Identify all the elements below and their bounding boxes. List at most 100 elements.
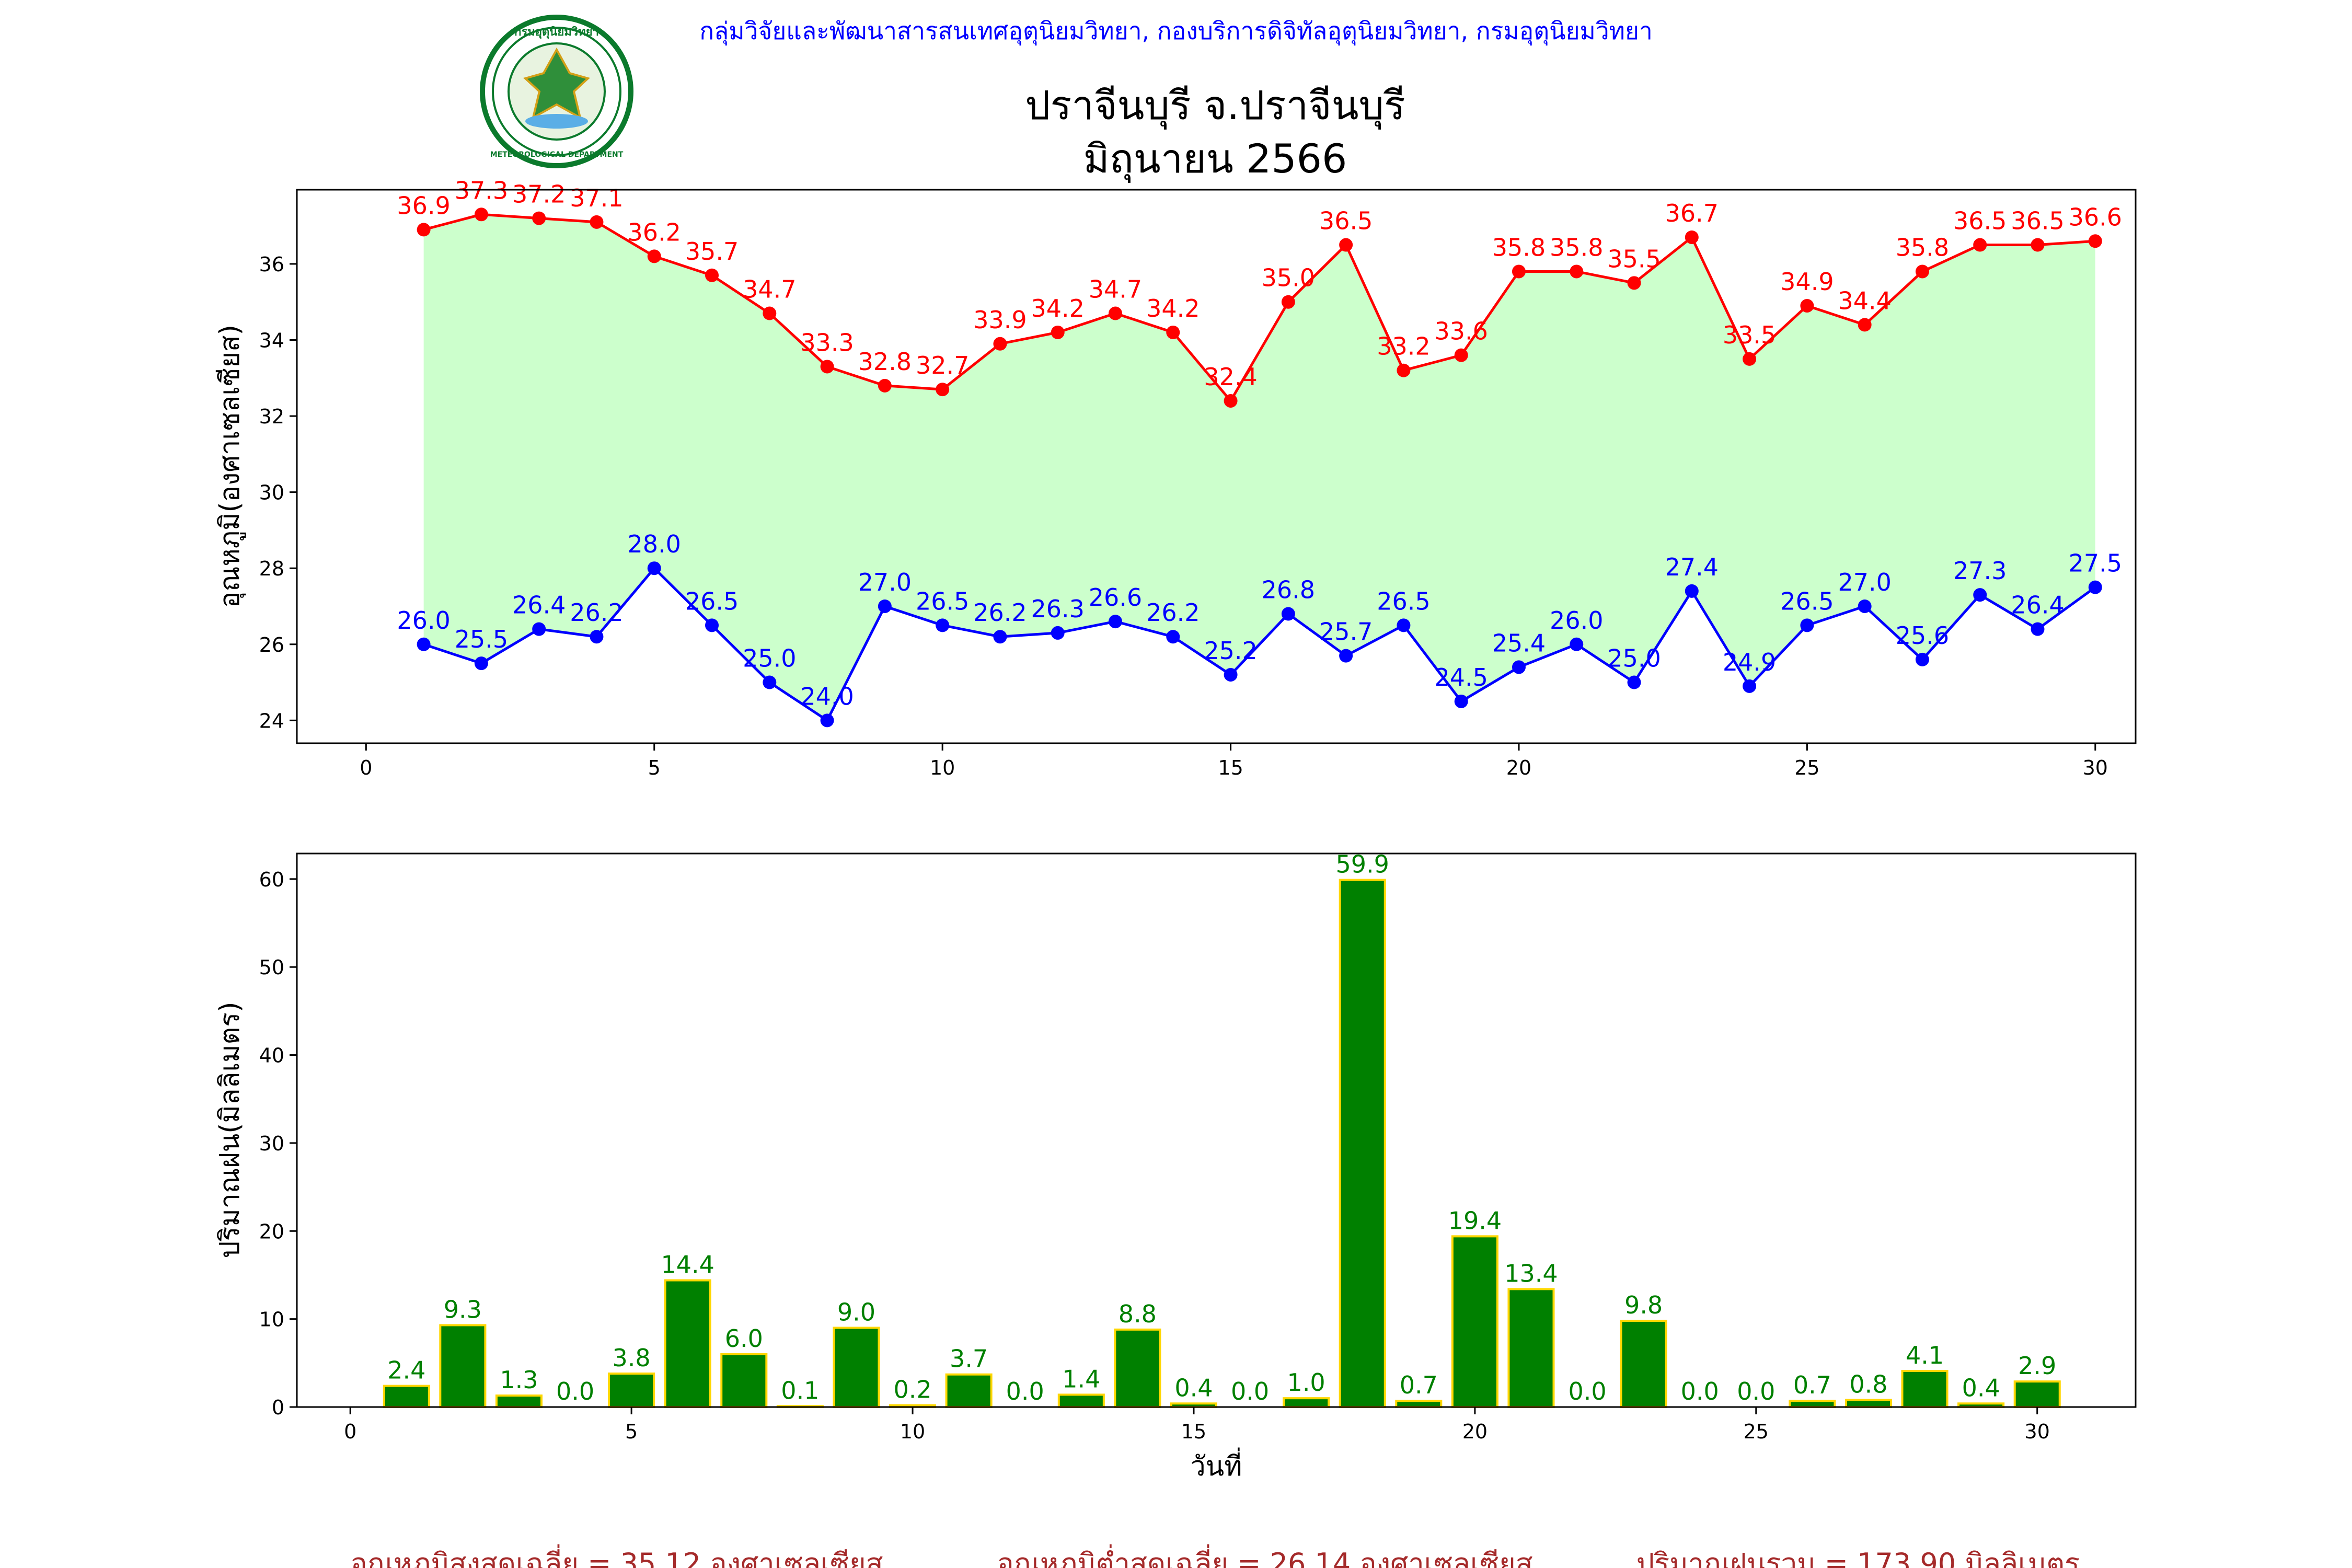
temperature-x-axis: 0 5 10 15 20 25 30 (360, 743, 2108, 779)
rainfall-data-label: 0.4 (1174, 1374, 1213, 1402)
min-temp-data-label: 26.2 (570, 598, 623, 627)
max-temp-point (2088, 234, 2102, 248)
y-tick-label: 60 (259, 868, 284, 891)
rainfall-data-label: 1.0 (1287, 1368, 1325, 1397)
chart-title-line1: ปราจีนบุรี จ.ปราจีนบุรี (1025, 82, 1405, 130)
rainfall-data-label: 1.4 (1062, 1365, 1100, 1393)
min-temp-data-label: 27.3 (1953, 557, 2007, 585)
min-temp-point (2088, 580, 2102, 594)
rainfall-bars (383, 879, 2061, 1409)
min-temp-data-label: 26.5 (1780, 587, 1834, 615)
max-temp-point (532, 211, 546, 225)
x-tick-label: 25 (1794, 756, 1819, 779)
rainfall-data-label: 2.9 (2018, 1352, 2056, 1380)
max-temp-data-label: 36.9 (397, 191, 450, 220)
min-temp-line (423, 566, 2096, 722)
rainfall-bar (945, 1373, 993, 1408)
rainfall-data-label: 8.8 (1119, 1300, 1157, 1328)
max-temp-data-label: 34.4 (1838, 286, 1891, 315)
rainfall-data-label: 19.4 (1448, 1206, 1502, 1235)
rainfall-bar (1844, 1399, 1893, 1409)
rainfall-bar (1395, 1400, 1443, 1408)
rainfall-bar (1451, 1235, 1498, 1408)
max-temp-point (1397, 363, 1411, 377)
min-temp-data-label: 25.2 (1204, 637, 1257, 665)
min-temp-data-label: 27.0 (1838, 568, 1891, 596)
min-temp-point (1800, 618, 1814, 632)
min-temp-data-label: 25.5 (455, 625, 508, 653)
x-tick-label: 10 (930, 756, 955, 779)
min-temp-data-label: 26.2 (973, 598, 1027, 627)
min-temp-point (1512, 660, 1526, 674)
rainfall-bar (720, 1353, 768, 1408)
min-temp-data-label: 26.5 (916, 587, 969, 615)
min-temp-point (1339, 649, 1353, 663)
rainfall-data-label: 4.1 (1906, 1341, 1944, 1369)
rainfall-y-axis-label: ปริมาณฝน(มิลลิเมตร) (214, 1001, 246, 1258)
rainfall-bar (439, 1324, 487, 1408)
y-tick-label: 26 (259, 633, 284, 656)
min-temp-point (2031, 622, 2045, 636)
max-temp-line (423, 213, 2095, 403)
x-tick-label: 10 (900, 1420, 925, 1443)
max-temp-data-label: 35.0 (1262, 264, 1315, 292)
x-tick-label: 5 (625, 1420, 638, 1443)
rainfall-data-label: 2.4 (387, 1356, 425, 1385)
rainfall-bar (383, 1385, 430, 1409)
min-temp-data-label: 26.4 (2011, 591, 2064, 619)
x-tick-label: 5 (648, 756, 661, 779)
temperature-data-labels: 36.937.3 37.2 37.136.235.734.733.332.8 32.7… (397, 176, 2122, 710)
max-temp-data-label: 36.5 (2011, 207, 2064, 235)
min-temp-point (1627, 675, 1641, 689)
max-temp-data-label: 32.4 (1204, 363, 1257, 391)
max-temp-point (1915, 264, 1929, 279)
max-temp-data-label: 36.5 (1953, 207, 2007, 235)
min-temp-point (590, 630, 604, 644)
min-temp-data-label: 26.4 (512, 591, 566, 619)
max-temp-data-label: 33.5 (1723, 321, 1776, 349)
min-temp-point (1858, 599, 1872, 613)
x-tick-label: 0 (360, 756, 372, 779)
min-temp-data-label: 26.5 (685, 587, 739, 615)
max-temp-data-label: 33.9 (973, 306, 1027, 334)
max-temp-point (1339, 238, 1353, 252)
rainfall-data-label: 1.3 (500, 1366, 538, 1394)
max-temp-point (820, 360, 834, 374)
y-tick-label: 36 (259, 253, 284, 276)
max-temp-data-label: 33.6 (1434, 317, 1488, 345)
min-temp-point (1570, 637, 1584, 651)
rainfall-bar (1789, 1400, 1836, 1408)
max-temp-data-label: 34.7 (1089, 275, 1142, 304)
max-temp-point (1051, 325, 1065, 339)
max-temp-data-label: 35.5 (1607, 245, 1661, 273)
rainfall-data-label: 13.4 (1504, 1259, 1558, 1287)
min-temp-data-label: 24.5 (1434, 663, 1488, 691)
rainfall-data-label: 6.0 (725, 1324, 763, 1353)
max-temp-data-label: 34.2 (1031, 294, 1085, 322)
max-temp-point (1627, 276, 1641, 290)
y-tick-label: 24 (259, 709, 284, 732)
logo-text-top: กรมอุตุนิยมวิทยา (514, 26, 599, 39)
rainfall-bar (664, 1279, 711, 1409)
min-temp-point (1454, 694, 1468, 708)
max-temp-data-label: 35.8 (1492, 233, 1546, 261)
rainfall-bar (495, 1394, 543, 1408)
max-temp-point (1685, 230, 1699, 244)
max-temp-point (2031, 238, 2045, 252)
min-temp-data-label: 25.0 (743, 644, 796, 673)
max-temp-data-label: 36.5 (1319, 207, 1373, 235)
rainfall-data-label: 9.3 (444, 1295, 482, 1323)
rainfall-data-label: 0.0 (556, 1377, 594, 1405)
rainfall-data-label: 3.7 (950, 1345, 988, 1373)
footer-avg-max: อุณหภูมิสูงสุดเฉลี่ย = 35.12 องศาเซลเซีย… (350, 1544, 883, 1568)
min-temp-point (705, 618, 719, 632)
chart-title-line2: มิถุนายน 2566 (1083, 135, 1347, 183)
rainfall-bar (1901, 1369, 1949, 1409)
min-temp-point (1109, 615, 1123, 629)
min-temp-data-label: 25.0 (1607, 644, 1661, 673)
min-temp-data-label: 25.6 (1896, 621, 1949, 650)
max-temp-data-label: 32.7 (916, 351, 969, 379)
temperature-y-axis: 24 26 28 30 32 34 36 (259, 253, 297, 732)
max-temp-data-label: 33.3 (800, 328, 854, 356)
min-temp-data-label: 27.0 (858, 568, 912, 596)
